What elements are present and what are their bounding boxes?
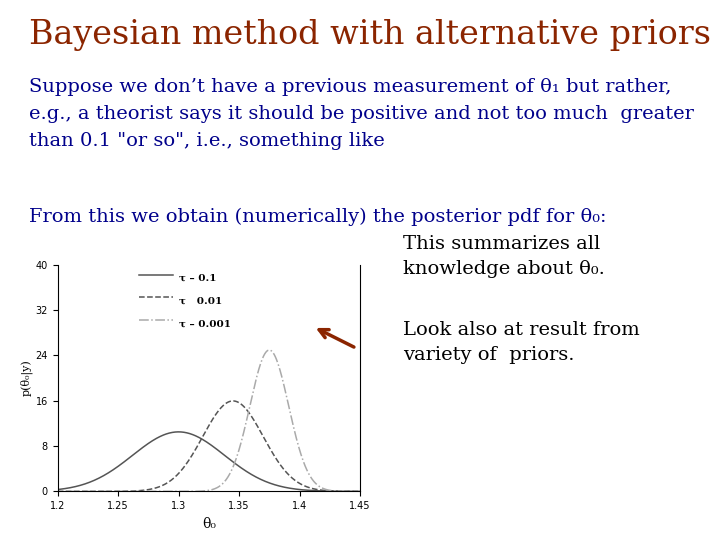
Text: e.g., a theorist says it should be positive and not too much  greater: e.g., a theorist says it should be posit… (29, 105, 693, 123)
Text: Look also at result from
variety of  priors.: Look also at result from variety of prio… (403, 321, 640, 365)
Text: Bayesian method with alternative priors: Bayesian method with alternative priors (29, 19, 711, 51)
Text: From this we obtain (numerically) the posterior pdf for θ₀:: From this we obtain (numerically) the po… (29, 208, 606, 226)
Text: Suppose we don’t have a previous measurement of θ₁ but rather,: Suppose we don’t have a previous measure… (29, 78, 671, 96)
Text: than 0.1 "or so", i.e., something like: than 0.1 "or so", i.e., something like (29, 132, 384, 150)
Y-axis label: p(θ₀|y): p(θ₀|y) (20, 360, 32, 396)
Text: This summarizes all
knowledge about θ₀.: This summarizes all knowledge about θ₀. (403, 235, 605, 278)
Text: τ – 0.1: τ – 0.1 (179, 274, 216, 282)
X-axis label: θ₀: θ₀ (202, 517, 216, 531)
Text: τ   0.01: τ 0.01 (179, 296, 222, 305)
Text: τ – 0.001: τ – 0.001 (179, 319, 230, 328)
